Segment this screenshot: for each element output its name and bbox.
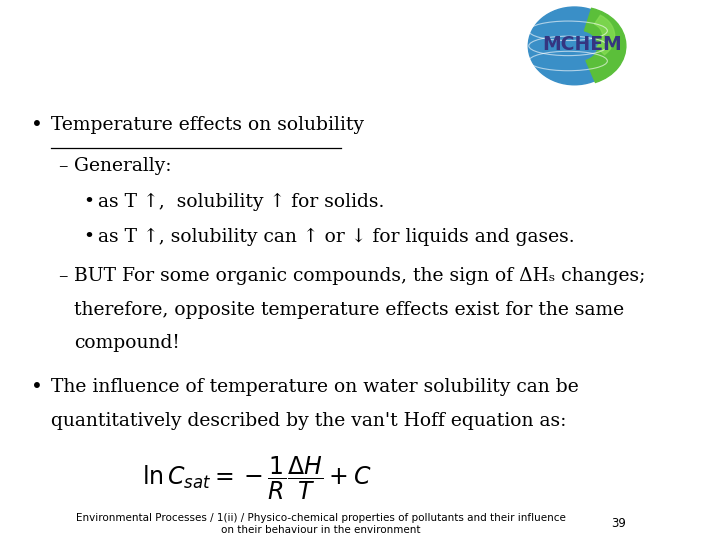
Text: as T ↑, solubility can ↑ or ↓ for liquids and gases.: as T ↑, solubility can ↑ or ↓ for liquid…	[98, 228, 574, 246]
Text: •: •	[84, 193, 94, 211]
Text: •: •	[31, 116, 42, 135]
Text: Temperature effects on solubility: Temperature effects on solubility	[51, 116, 364, 134]
Text: $\ln C_{sat} = -\dfrac{1}{R}\dfrac{\Delta H}{T} + C$: $\ln C_{sat} = -\dfrac{1}{R}\dfrac{\Delt…	[142, 454, 372, 502]
Text: –: –	[58, 267, 67, 285]
Wedge shape	[595, 15, 615, 55]
Text: therefore, opposite temperature effects exist for the same: therefore, opposite temperature effects …	[74, 301, 624, 319]
Text: quantitatively described by the van't Hoff equation as:: quantitatively described by the van't Ho…	[51, 413, 567, 430]
Text: Generally:: Generally:	[74, 157, 172, 175]
Text: MCHEM: MCHEM	[542, 35, 622, 54]
Text: as T ↑,  solubility ↑ for solids.: as T ↑, solubility ↑ for solids.	[98, 193, 384, 211]
Wedge shape	[585, 8, 626, 83]
Text: Environmental Processes / 1(ii) / Physico-chemical properties of pollutants and : Environmental Processes / 1(ii) / Physic…	[76, 513, 566, 535]
Text: BUT For some organic compounds, the sign of ΔHₛ changes;: BUT For some organic compounds, the sign…	[74, 267, 646, 285]
Text: compound!: compound!	[74, 334, 180, 352]
Text: –: –	[58, 157, 67, 175]
Text: The influence of temperature on water solubility can be: The influence of temperature on water so…	[51, 379, 579, 396]
Text: •: •	[31, 379, 42, 397]
Text: •: •	[84, 228, 94, 246]
Text: 39: 39	[611, 517, 626, 530]
Circle shape	[528, 7, 621, 85]
